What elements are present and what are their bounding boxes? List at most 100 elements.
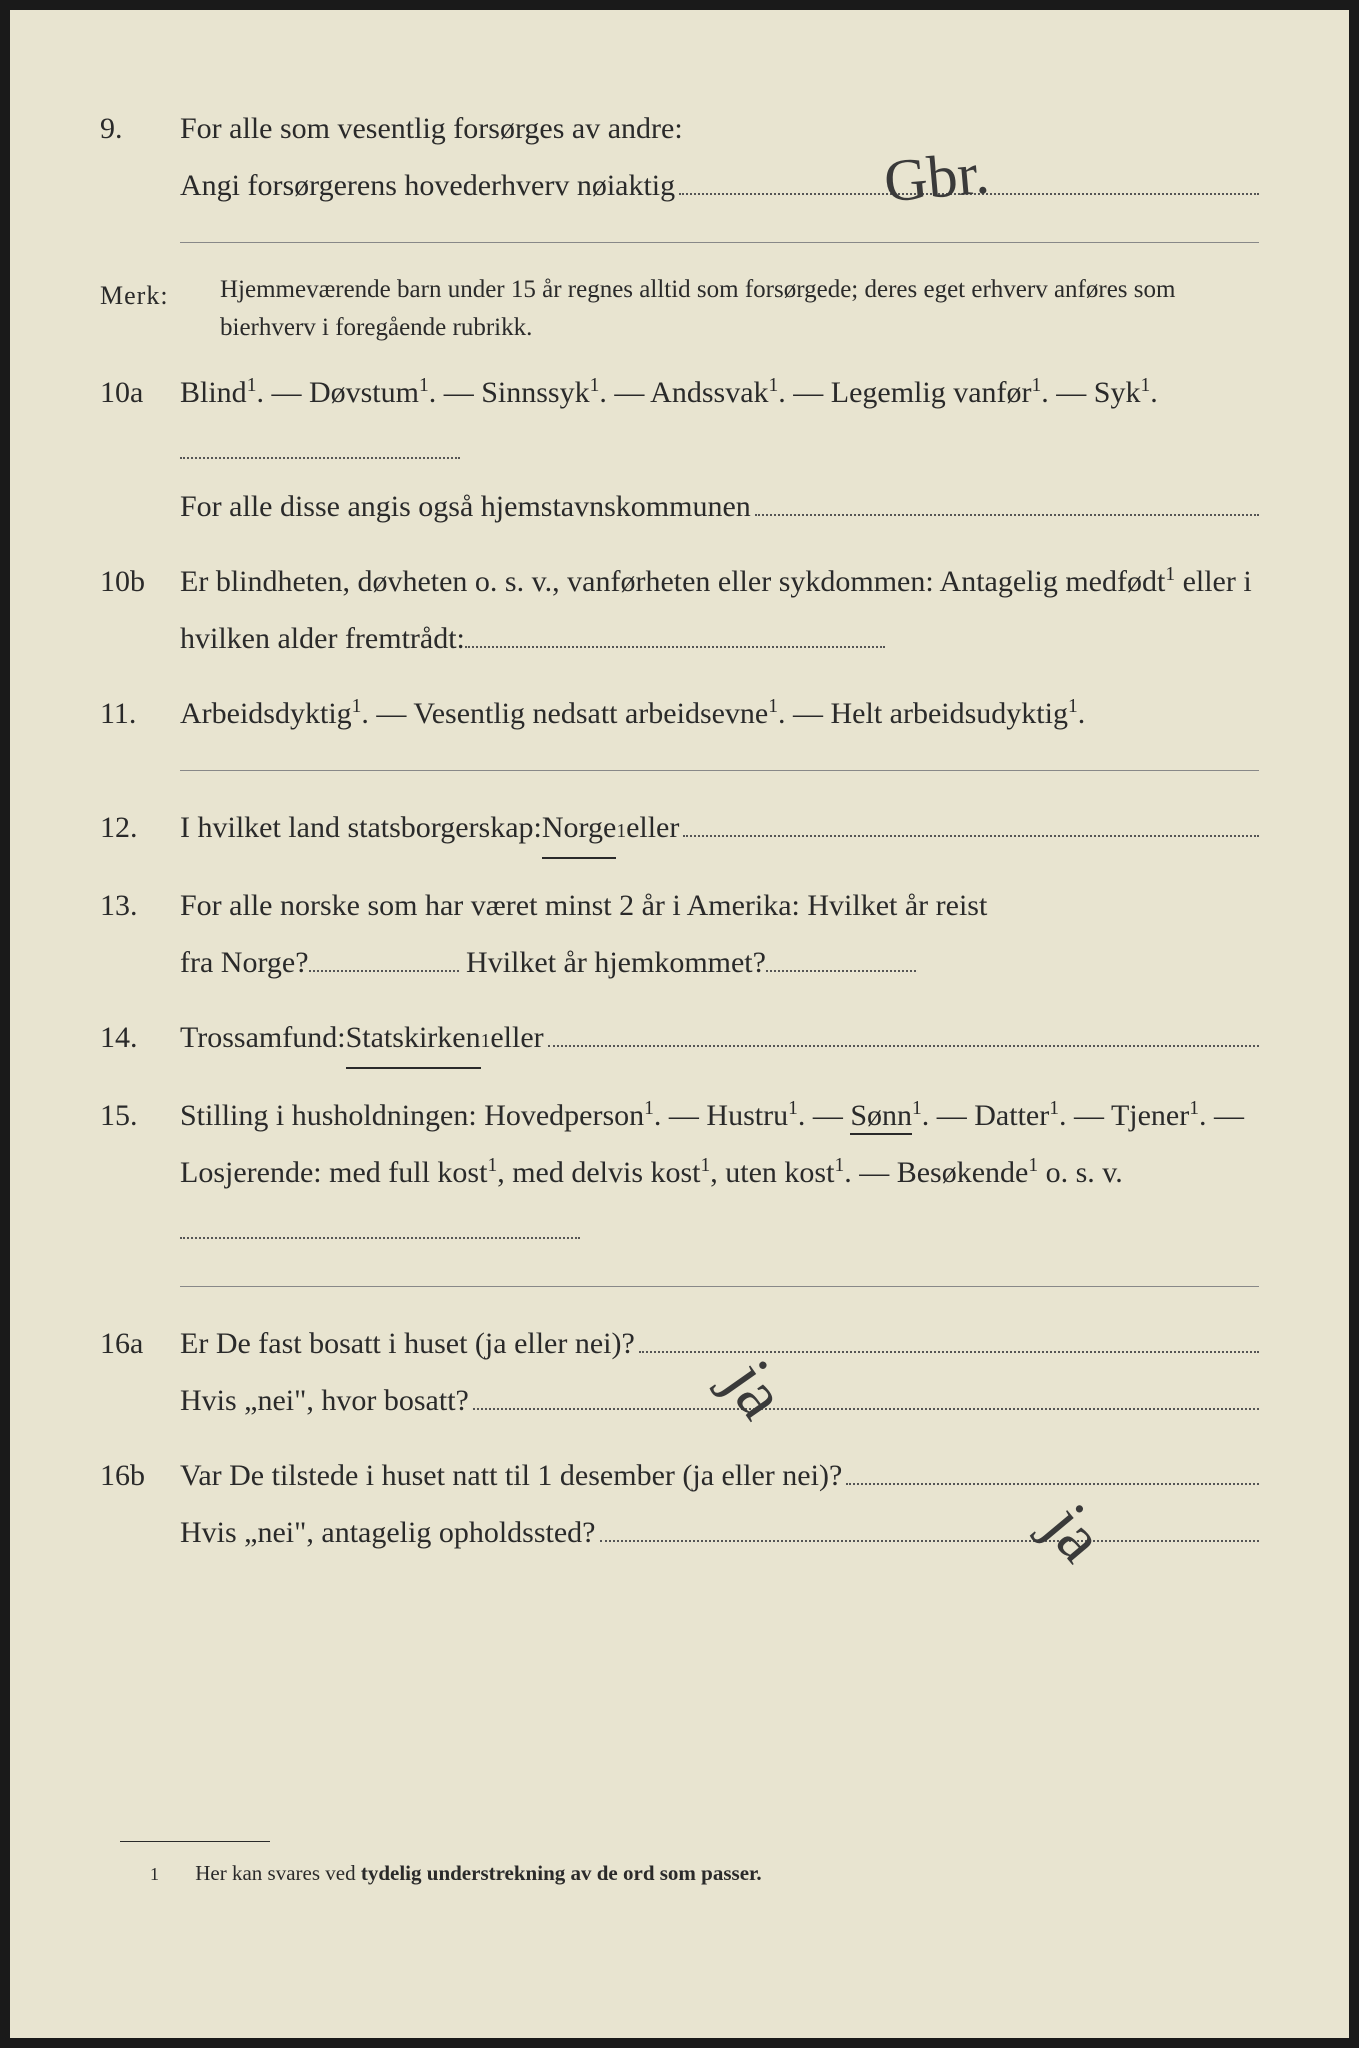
sup: 1 [768, 696, 778, 717]
q10a-fill-1[interactable] [180, 423, 460, 459]
sup: 1 [352, 696, 362, 717]
q16a-line1-wrap: Er De fast bosatt i huset (ja eller nei)… [180, 1315, 1259, 1372]
merk-label: Merk: [100, 271, 220, 320]
q10a-blind: Blind [180, 376, 247, 409]
question-13: 13. For alle norske som har været minst … [100, 877, 1259, 991]
q14-fill[interactable] [548, 1011, 1259, 1047]
sup: 1 [1032, 375, 1042, 396]
footnote-number: 1 [150, 1857, 190, 1891]
sup: 1 [1068, 696, 1078, 717]
q15-p5: . — Tjener [1059, 1099, 1189, 1132]
sup: 1 [788, 1098, 798, 1119]
sup: 1 [590, 375, 600, 396]
sup: 1 [1189, 1098, 1199, 1119]
q16b-line2: Hvis „nei", antagelig opholdssted? [180, 1504, 596, 1561]
footnote-rule [120, 1841, 270, 1842]
q16a-line1: Er De fast bosatt i huset (ja eller nei)… [180, 1315, 635, 1372]
q13-fill-1[interactable] [309, 936, 459, 972]
q11-number: 11. [100, 685, 180, 742]
q12-body: I hvilket land statsborgerskap: Norge1 e… [180, 799, 1259, 859]
q16a-number: 16a [100, 1315, 180, 1372]
q10a-line1: Blind1. — Døvstum1. — Sinnssyk1. — Andss… [180, 364, 1259, 478]
q12-text1: I hvilket land statsborgerskap: [180, 799, 542, 856]
q10a-line2-wrap: For alle disse angis også hjemstavnskomm… [180, 478, 1259, 535]
q15-fill[interactable] [180, 1203, 580, 1239]
q10b-number: 10b [100, 553, 180, 610]
q9-handwritten-answer: Gbr. [879, 116, 994, 239]
q11-p4: . [1078, 697, 1086, 730]
q14-text2: eller [490, 1009, 543, 1066]
q15-p1: Stilling i husholdningen: Hovedperson [180, 1099, 644, 1132]
q12-text2: eller [626, 799, 679, 856]
q10a-dovstum: . — Døvstum [256, 376, 419, 409]
q15-p2: . — Hustru [654, 1099, 788, 1132]
q10b-body: Er blindheten, døvheten o. s. v., vanfør… [180, 553, 1259, 667]
sup: 1 [419, 375, 429, 396]
sup: 1 [1049, 1098, 1059, 1119]
q16a-fill-1[interactable] [639, 1317, 1259, 1353]
q13-body: For alle norske som har været minst 2 år… [180, 877, 1259, 991]
sup: 1 [912, 1098, 922, 1119]
q10a-sinnssyk: . — Sinnssyk [429, 376, 590, 409]
q9-line2-wrap: Angi forsørgerens hovederhverv nøiaktig [180, 157, 1259, 214]
merk-note: Merk: Hjemmeværende barn under 15 år reg… [100, 271, 1259, 346]
q15-p4: . — Datter [922, 1099, 1049, 1132]
q13-line2b: Hvilket år hjemkommet? [466, 946, 766, 979]
q10b-fill[interactable] [465, 612, 885, 648]
q9-number: 9. [100, 100, 180, 157]
q15-p8: , uten kost [710, 1156, 834, 1189]
sup: 1 [481, 1023, 491, 1060]
question-11: 11. Arbeidsdyktig1. — Vesentlig nedsatt … [100, 685, 1259, 742]
q12-number: 12. [100, 799, 180, 856]
q16b-number: 16b [100, 1447, 180, 1504]
question-12: 12. I hvilket land statsborgerskap: Norg… [100, 799, 1259, 859]
sup: 1 [644, 1098, 654, 1119]
sup: 1 [834, 1155, 844, 1176]
sup: 1 [1165, 564, 1175, 585]
q12-fill[interactable] [683, 801, 1259, 837]
sup: 1 [487, 1155, 497, 1176]
q15-sonn-underlined: Sønn [850, 1099, 912, 1135]
q10b-text1: Er blindheten, døvheten o. s. v., vanfør… [180, 565, 1165, 598]
q12-norge-underlined: Norge [542, 799, 616, 859]
q13-fill-2[interactable] [766, 936, 916, 972]
sup: 1 [769, 375, 779, 396]
q14-body: Trossamfund: Statskirken1 eller [180, 1009, 1259, 1069]
q16b-fill-2[interactable] [600, 1506, 1260, 1542]
question-16a: 16a Er De fast bosatt i huset (ja eller … [100, 1315, 1259, 1429]
footnote-text-bold: tydelig understrekning av de ord som pas… [361, 1861, 762, 1885]
q16b-fill-1[interactable] [846, 1449, 1259, 1485]
q15-p10: o. s. v. [1038, 1156, 1123, 1189]
q11-p3: . — Helt arbeidsudyktig [778, 697, 1068, 730]
q15-p9: . — Besøkende [844, 1156, 1028, 1189]
q10a-syk: . — Syk [1041, 376, 1140, 409]
q10a-fill-2[interactable] [755, 480, 1259, 516]
footnote: 1 Her kan svares ved tydelig understrekn… [150, 1854, 1259, 1894]
q13-line2: fra Norge? Hvilket år hjemkommet? [180, 934, 1259, 991]
q15-number: 15. [100, 1087, 180, 1144]
q15-p7: , med delvis kost [497, 1156, 700, 1189]
q11-p1: Arbeidsdyktig [180, 697, 352, 730]
q10a-body: Blind1. — Døvstum1. — Sinnssyk1. — Andss… [180, 364, 1259, 535]
q10a-number: 10a [100, 364, 180, 421]
q9-body: For alle som vesentlig forsørges av andr… [180, 100, 1259, 214]
divider-3 [180, 1286, 1259, 1287]
q9-line1: For alle som vesentlig forsørges av andr… [180, 100, 1259, 157]
question-10b: 10b Er blindheten, døvheten o. s. v., va… [100, 553, 1259, 667]
q13-line2a: fra Norge? [180, 946, 309, 979]
merk-body: Hjemmeværende barn under 15 år regnes al… [220, 271, 1259, 346]
census-form-page: 9. For alle som vesentlig forsørges av a… [10, 10, 1349, 2038]
q10a-dot: . [1150, 376, 1158, 409]
sup: 1 [1028, 1155, 1038, 1176]
q10a-andssvak: . — Andssvak [599, 376, 768, 409]
q15-body: Stilling i husholdningen: Hovedperson1. … [180, 1087, 1259, 1258]
sup: 1 [1140, 375, 1150, 396]
q16a-fill-2[interactable] [473, 1374, 1259, 1410]
question-10a: 10a Blind1. — Døvstum1. — Sinnssyk1. — A… [100, 364, 1259, 535]
divider-2 [180, 770, 1259, 771]
q14-text1: Trossamfund: [180, 1009, 346, 1066]
q16a-line2: Hvis „nei", hvor bosatt? [180, 1372, 469, 1429]
sup: 1 [701, 1155, 711, 1176]
q10a-line2: For alle disse angis også hjemstavnskomm… [180, 478, 751, 535]
footnote-text-plain: Her kan svares ved [195, 1861, 361, 1885]
